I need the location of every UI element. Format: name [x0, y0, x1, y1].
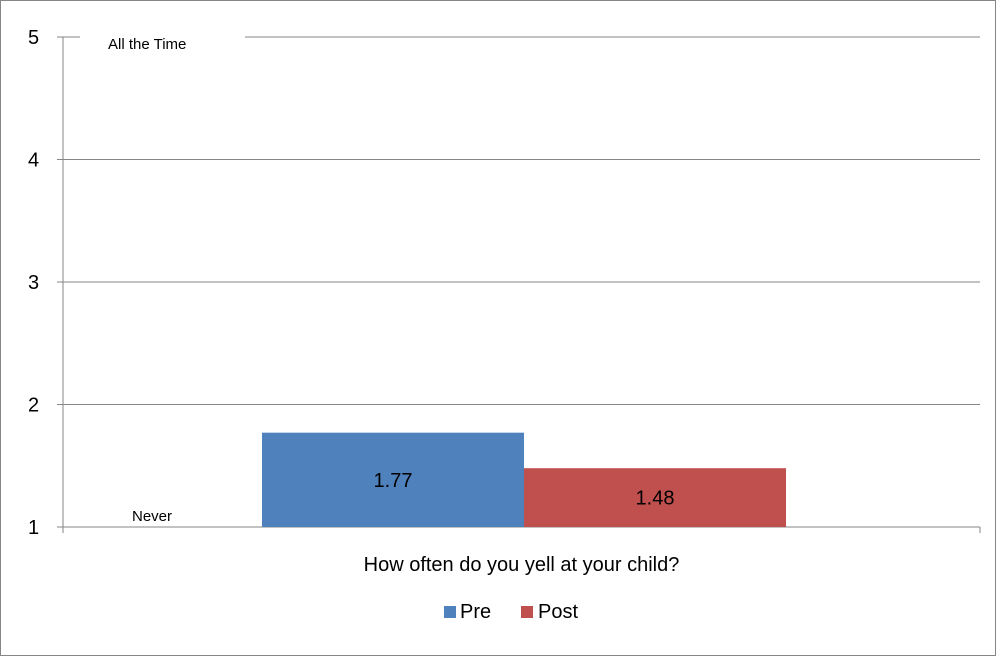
bar-pre — [262, 432, 524, 527]
y-tick-label-3: 3 — [28, 272, 39, 294]
annotation-all-the-time: All the Time — [108, 36, 186, 53]
gridlines — [63, 36, 980, 405]
y-tick-label-5: 5 — [28, 27, 39, 49]
legend: Pre Post — [444, 601, 578, 623]
legend-label-post: Post — [538, 601, 578, 623]
annotation-never: Never — [132, 508, 172, 525]
data-label-post: 1.48 — [636, 488, 675, 510]
legend-swatch-post — [521, 606, 533, 618]
x-category-label: How often do you yell at your child? — [364, 554, 680, 576]
y-tick-label-4: 4 — [28, 150, 39, 172]
annotation-top-background — [80, 28, 245, 52]
y-axis-ticks: 1 2 3 4 5 — [28, 27, 63, 539]
bars: 1.77 1.48 — [262, 432, 786, 527]
legend-label-pre: Pre — [460, 601, 491, 623]
y-tick-label-1: 1 — [28, 517, 39, 539]
bar-post — [524, 468, 786, 527]
y-tick-label-2: 2 — [28, 395, 39, 417]
data-label-pre: 1.77 — [374, 470, 413, 492]
legend-swatch-pre — [444, 606, 456, 618]
